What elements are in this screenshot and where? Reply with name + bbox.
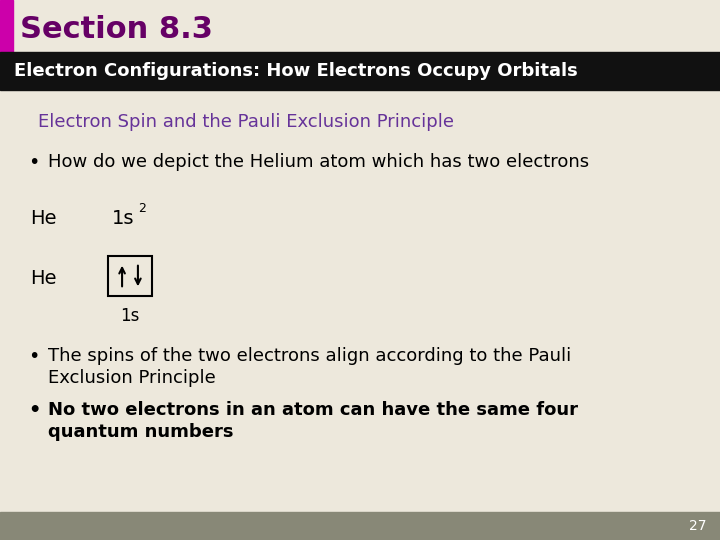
Text: •: • [28,401,40,420]
Text: 27: 27 [688,519,706,533]
Bar [108,256,152,296]
Text: Electron Spin and the Pauli Exclusion Principle: Electron Spin and the Pauli Exclusion Pr… [38,113,454,131]
Text: 2: 2 [138,201,146,214]
Text: 1s: 1s [112,208,135,227]
Bar [0,0,13,52]
Text: •: • [28,347,40,366]
Text: He: He [30,208,56,227]
Text: He: He [30,268,56,287]
Text: 1s: 1s [120,307,140,325]
Text: No two electrons in an atom can have the same four: No two electrons in an atom can have the… [48,401,578,419]
Text: How do we depict the Helium atom which has two electrons: How do we depict the Helium atom which h… [48,153,589,171]
Text: •: • [28,152,40,172]
Text: The spins of the two electrons align according to the Pauli: The spins of the two electrons align acc… [48,347,571,365]
Text: Electron Configurations: How Electrons Occupy Orbitals: Electron Configurations: How Electrons O… [14,62,577,80]
Text: Section 8.3: Section 8.3 [20,16,213,44]
Text: quantum numbers: quantum numbers [48,423,233,441]
Text: Exclusion Principle: Exclusion Principle [48,369,216,387]
Bar [0,512,720,540]
Bar [0,52,720,90]
